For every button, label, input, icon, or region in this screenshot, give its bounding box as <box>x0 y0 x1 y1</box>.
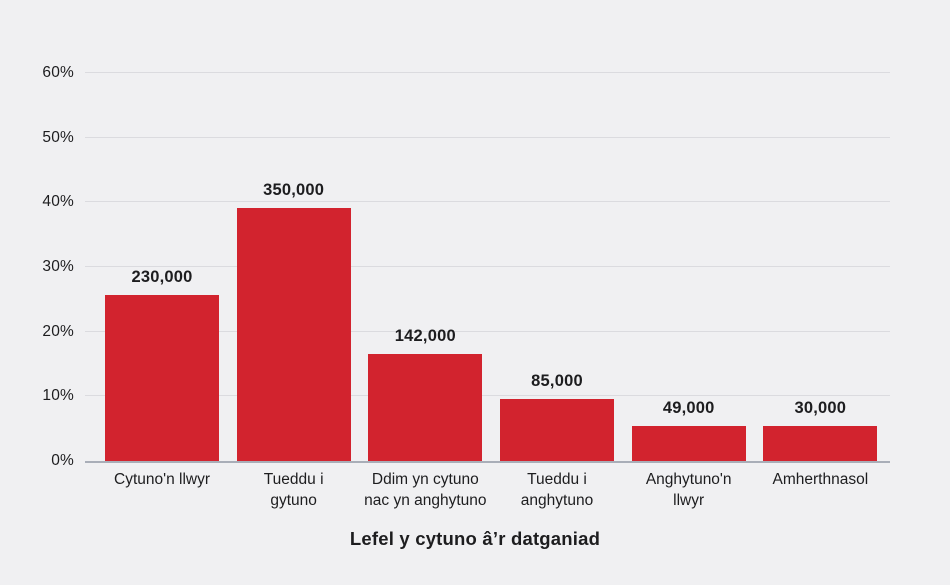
bar <box>763 426 878 461</box>
bar <box>236 208 351 461</box>
bar-value-label: 142,000 <box>394 326 456 345</box>
y-tick-label: 20% <box>42 322 74 340</box>
gridline <box>85 72 890 73</box>
y-tick-label: 40% <box>42 193 74 211</box>
bar <box>631 426 746 461</box>
y-tick-label: 50% <box>42 128 74 146</box>
x-category-label: Tueddu i anghytuno <box>520 471 594 509</box>
y-tick-label: 60% <box>42 64 74 81</box>
gridline <box>85 395 890 397</box>
y-tick-label: 10% <box>42 387 74 405</box>
bar-value-label: 230,000 <box>131 267 193 286</box>
gridline <box>85 136 890 138</box>
x-category-label: Tueddu i gytuno <box>263 471 324 509</box>
gridline <box>85 266 890 267</box>
bar <box>368 353 483 461</box>
x-category-label: Cytuno'n llwyr <box>114 471 210 488</box>
plot-area: 230,000 350,000 142,000 85,000 49,000 30,000 <box>85 72 890 463</box>
y-tick-label: 0% <box>51 452 74 469</box>
gridline <box>85 330 890 332</box>
bar <box>500 398 614 461</box>
bar-value-label: 49,000 <box>662 399 715 418</box>
bar <box>105 294 219 461</box>
x-category-label: Anghytuno'n llwyr <box>645 471 732 509</box>
bar-value-label: 30,000 <box>794 399 847 418</box>
bar-value-label: 350,000 <box>263 181 325 200</box>
bar-value-label: 85,000 <box>531 371 583 390</box>
gridline <box>85 201 890 203</box>
y-tick-label: 30% <box>42 258 74 275</box>
x-axis-title: Lefel y cytuno â’r datganiad <box>349 528 601 549</box>
x-category-label: Ddim yn cytuno nac yn anghytuno <box>364 471 487 509</box>
x-category-label: Amherthnasol <box>772 471 869 488</box>
